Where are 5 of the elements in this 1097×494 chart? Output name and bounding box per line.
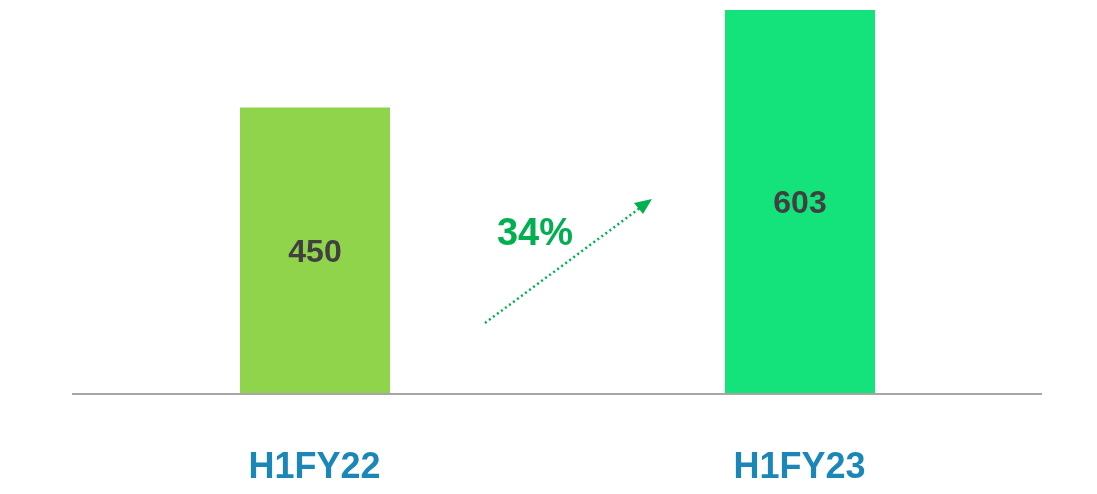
data-label: 450 <box>288 233 342 270</box>
x-tick-label: H1FY22 <box>248 444 381 486</box>
annotation: 34% <box>496 211 574 253</box>
x-tick-label: H1FY23 <box>733 444 866 486</box>
data-label: 603 <box>773 184 827 221</box>
